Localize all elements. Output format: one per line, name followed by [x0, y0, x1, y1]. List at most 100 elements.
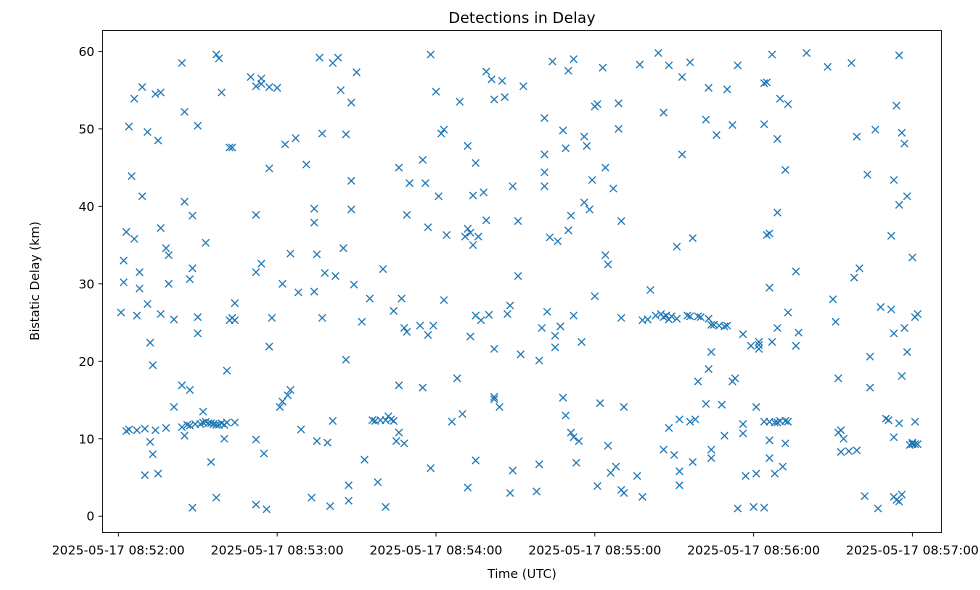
- data-point: [265, 83, 274, 92]
- data-point: [130, 234, 139, 243]
- data-point: [675, 467, 684, 476]
- data-point: [551, 331, 560, 340]
- data-point: [156, 224, 165, 233]
- data-point: [169, 402, 178, 412]
- data-point: [516, 350, 525, 359]
- data-point: [251, 500, 261, 509]
- data-point: [884, 416, 893, 425]
- x-axis-label: Time (UTC): [486, 566, 556, 581]
- data-point: [802, 48, 811, 57]
- data-point: [476, 316, 486, 325]
- data-point: [773, 208, 782, 217]
- data-point: [580, 132, 589, 141]
- data-point: [540, 182, 549, 191]
- data-point: [458, 409, 467, 418]
- data-point: [400, 323, 409, 333]
- data-point: [217, 88, 226, 97]
- data-point: [132, 311, 141, 320]
- data-point: [265, 342, 274, 351]
- data-point: [765, 229, 774, 238]
- data-point: [164, 251, 173, 260]
- data-point: [746, 341, 755, 350]
- data-point: [471, 158, 480, 167]
- data-point: [442, 230, 451, 240]
- data-point: [426, 50, 435, 59]
- data-point: [251, 210, 261, 219]
- data-point: [336, 86, 345, 95]
- data-point: [897, 490, 906, 499]
- data-point: [895, 200, 904, 209]
- data-point: [855, 264, 864, 273]
- data-point: [138, 83, 147, 92]
- data-point: [765, 283, 774, 292]
- data-point: [754, 344, 763, 353]
- data-point: [119, 256, 128, 265]
- data-point: [707, 445, 716, 454]
- data-point: [651, 311, 660, 320]
- data-point: [381, 502, 390, 511]
- data-point: [635, 60, 644, 69]
- data-point: [246, 72, 255, 82]
- data-point: [474, 232, 483, 241]
- data-point: [913, 440, 922, 449]
- data-point: [225, 143, 234, 152]
- data-point: [434, 192, 443, 201]
- data-point: [373, 478, 382, 487]
- data-point: [461, 232, 470, 241]
- data-point: [482, 216, 491, 225]
- data-point: [768, 337, 777, 346]
- data-point: [863, 170, 872, 179]
- data-point: [889, 433, 898, 442]
- data-point: [887, 231, 896, 240]
- data-point: [659, 445, 668, 454]
- data-point: [439, 125, 448, 134]
- data-point: [439, 296, 448, 305]
- data-point: [643, 315, 652, 324]
- data-point: [664, 61, 673, 70]
- data-point: [148, 361, 157, 370]
- data-point: [558, 126, 568, 135]
- data-point: [558, 393, 568, 402]
- data-point: [180, 197, 189, 206]
- data-point: [251, 435, 261, 444]
- data-point: [466, 228, 475, 237]
- data-point: [508, 182, 517, 191]
- data-points: [117, 48, 922, 514]
- data-point: [738, 429, 748, 438]
- data-point: [686, 312, 695, 321]
- data-point: [230, 299, 239, 308]
- data-point: [654, 48, 663, 57]
- data-point: [678, 72, 687, 82]
- data-point: [273, 83, 282, 92]
- data-point: [908, 253, 917, 262]
- data-point: [783, 308, 793, 317]
- data-point: [603, 441, 613, 450]
- data-point: [201, 238, 210, 247]
- data-point: [463, 224, 472, 233]
- data-point: [431, 87, 441, 96]
- data-point: [228, 143, 237, 152]
- data-point: [267, 313, 276, 322]
- data-point: [770, 469, 779, 478]
- data-point: [220, 434, 229, 443]
- data-point: [490, 95, 499, 104]
- data-point: [487, 75, 496, 84]
- data-point: [490, 392, 499, 401]
- data-point: [479, 188, 488, 197]
- data-point: [310, 218, 319, 227]
- data-point: [696, 313, 705, 322]
- data-point: [424, 223, 433, 232]
- data-point: [897, 128, 906, 137]
- data-point: [154, 469, 163, 478]
- data-point: [302, 160, 311, 169]
- data-point: [704, 83, 713, 92]
- data-point: [199, 407, 208, 416]
- data-point: [495, 402, 504, 412]
- x-tick-label: 2025-05-17 08:53:00: [211, 543, 344, 558]
- data-point: [389, 416, 398, 425]
- data-point: [611, 462, 620, 471]
- data-point: [675, 481, 684, 490]
- data-point: [781, 439, 790, 448]
- data-point: [154, 136, 163, 145]
- data-point: [490, 395, 499, 404]
